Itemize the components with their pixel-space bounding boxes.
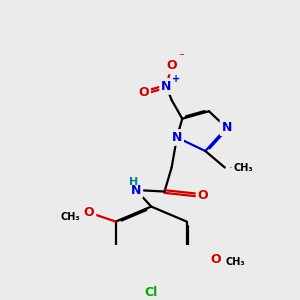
- Text: CH₃: CH₃: [225, 256, 245, 266]
- Text: CH₃: CH₃: [60, 212, 80, 222]
- Text: N: N: [131, 184, 141, 196]
- Text: O: O: [198, 189, 208, 202]
- Text: +: +: [172, 74, 181, 84]
- Text: Cl: Cl: [145, 286, 158, 299]
- Text: ⁻: ⁻: [178, 52, 184, 63]
- Text: H: H: [129, 177, 139, 187]
- Text: O: O: [211, 253, 221, 266]
- Text: O: O: [166, 59, 177, 72]
- Text: methyl: methyl: [230, 166, 235, 167]
- Text: N: N: [172, 131, 182, 144]
- Text: O: O: [84, 206, 94, 219]
- Text: N: N: [221, 121, 232, 134]
- Text: CH₃: CH₃: [233, 163, 253, 172]
- Text: N: N: [161, 80, 172, 93]
- Text: O: O: [139, 86, 149, 99]
